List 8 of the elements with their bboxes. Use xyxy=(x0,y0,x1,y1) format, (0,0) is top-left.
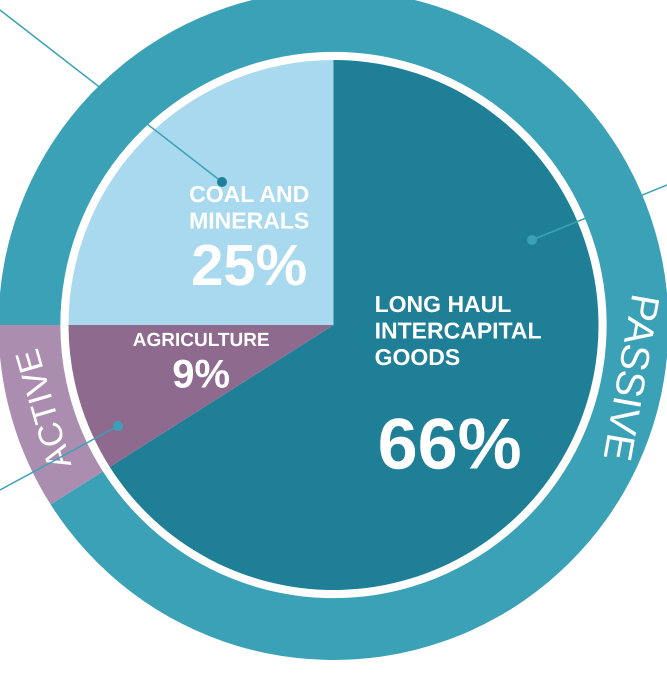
data-label: 9% xyxy=(172,352,230,396)
slice-label: PASSIVE xyxy=(594,290,667,464)
slice-label: ACTIVE xyxy=(8,344,80,474)
slice-label: COAL AND MINERALS xyxy=(189,181,310,234)
slice-label: LONG HAUL INTERCAPITAL GOODS xyxy=(374,291,542,370)
data-label: 25% xyxy=(191,233,308,298)
data-label: 66% xyxy=(378,404,522,484)
slice-label: AGRICULTURE xyxy=(132,330,270,352)
